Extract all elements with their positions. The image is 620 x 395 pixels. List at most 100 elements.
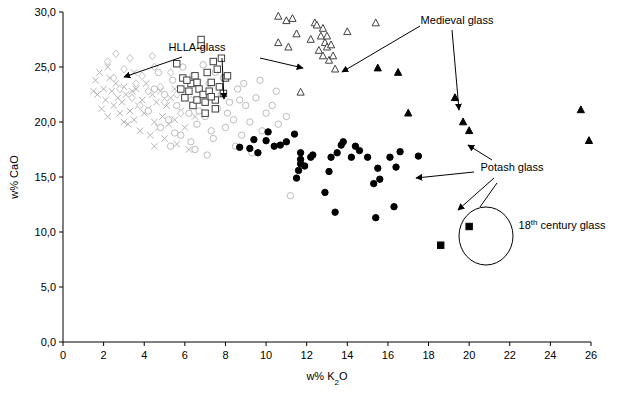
x-tick-label: 16 [382,349,394,361]
point [291,131,297,137]
point [161,98,167,106]
x-tick-label: 20 [463,349,475,361]
point [371,180,377,186]
x-tick-label: 18 [422,349,434,361]
annotation: Medieval glass [421,14,494,26]
point [313,21,320,28]
annotation: HLLA-glass [169,41,226,53]
point [159,113,165,119]
point [145,108,151,114]
x-axis-title: w% K2O [305,370,348,387]
point [222,124,228,130]
point [184,77,190,83]
point [273,88,279,94]
point [375,165,381,171]
y-tick-label: 5,0 [41,281,56,293]
point [113,50,119,58]
point [157,83,163,91]
x-tick [347,342,348,346]
point [210,58,216,64]
point [147,132,153,138]
point [192,113,198,119]
point [178,109,184,117]
x-tick [184,342,185,346]
point [186,110,192,116]
x-tick [509,342,510,346]
point [204,69,210,75]
x-tick-label: 12 [301,349,313,361]
point [405,109,412,116]
point [241,80,247,86]
x-tick-label: 4 [141,349,147,361]
x-axis [63,342,591,343]
point [387,154,393,160]
point [326,168,332,174]
point [202,99,208,105]
x-tick [103,342,104,346]
point [391,204,397,210]
point [171,130,177,136]
point [186,88,192,94]
point [356,147,362,153]
annotation-arrow [468,145,492,160]
point [332,65,339,72]
point [188,139,194,145]
point [167,69,173,77]
point [218,55,224,61]
x-tick [591,342,592,346]
point [374,64,381,71]
y-tick-label: 30,0 [35,6,56,18]
point [121,119,127,125]
annotation-arrow [416,172,474,178]
point [143,80,149,86]
point [224,110,230,116]
point [466,127,473,134]
point [285,43,292,50]
x-tick [428,342,429,346]
point [127,54,133,62]
point [247,145,253,151]
point [259,128,265,134]
point [301,163,307,169]
x-tick [266,342,267,346]
point [275,39,282,46]
point [459,118,466,125]
point [151,119,157,125]
point [200,91,206,97]
point [327,41,334,48]
point [214,66,220,72]
point [372,19,379,26]
point [102,97,108,103]
y-tick [59,342,63,343]
point [153,99,159,105]
point [253,95,259,101]
point [100,86,106,92]
point [149,52,155,60]
point [131,117,137,123]
point [277,142,283,148]
point [297,150,303,156]
point [289,15,296,22]
point [577,106,584,113]
point [133,80,139,88]
annotation: 18th century glass [519,218,606,232]
point [180,64,186,70]
point [234,86,240,92]
x-tick-label: 10 [260,349,272,361]
point [236,97,242,103]
y-tick [59,232,63,233]
point [283,139,289,145]
point [293,30,300,37]
point [255,150,261,156]
point [167,95,173,101]
point [224,73,230,79]
point [200,62,206,68]
point [182,95,188,101]
point [275,121,281,127]
point [373,215,379,221]
annotation-arrow [452,30,459,110]
point [109,88,115,94]
annotation-arrow [124,57,182,77]
y-tick-label: 15,0 [35,171,56,183]
x-tick-label: 14 [341,349,353,361]
